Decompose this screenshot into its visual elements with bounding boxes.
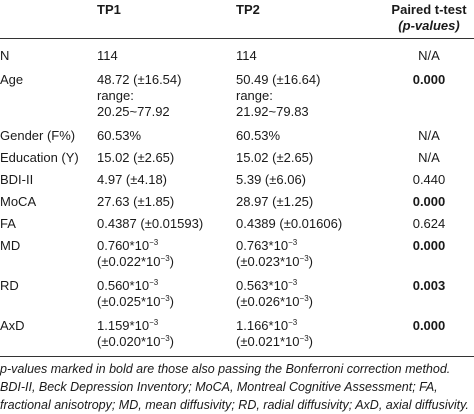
tp1-cell: 27.63 (±1.85): [97, 194, 174, 210]
cell-line: 60.53%: [97, 128, 142, 143]
cell-line: 20.25~77.92: [97, 104, 170, 119]
cell-line: 1.159*10: [97, 318, 150, 333]
exponent: −3: [160, 334, 170, 343]
p-value: 0.000: [412, 318, 446, 333]
tp2-cell: 0.4389 (±0.01606): [236, 216, 342, 232]
exponent: −3: [299, 294, 309, 303]
row-label: N: [0, 48, 10, 63]
cell-line: (±0.026*10: [236, 294, 300, 309]
tp2-cell: 1.166*10−3 (±0.021*10−3): [236, 318, 313, 349]
tp1-cell: 1.159*10−3 (±0.020*10−3): [97, 318, 174, 349]
cell-line: 48.72 (±16.54): [97, 72, 182, 87]
p-value: N/A: [418, 150, 440, 165]
cell-line: 0.760*10: [97, 238, 150, 253]
p-value: 0.000: [412, 194, 446, 209]
cell-line: 1.166*10: [236, 318, 289, 333]
p-value: 0.000: [412, 238, 446, 253]
exponent: −3: [160, 294, 170, 303]
cell-line: 114: [97, 48, 118, 63]
row-label: Age: [0, 72, 24, 87]
tp1-cell: 0.760*10−3 (±0.022*10−3): [97, 238, 174, 269]
row-label: MD: [0, 238, 21, 253]
p-value: 0.003: [412, 278, 446, 293]
p-value: N/A: [418, 128, 440, 143]
row-label: FA: [0, 216, 16, 231]
cell-line: range:: [97, 88, 134, 103]
p-value: 0.624: [412, 216, 446, 231]
tp1-cell: 4.97 (±4.18): [97, 172, 167, 188]
cell-line: 60.53%: [236, 128, 281, 143]
cell-line: 5.39 (±6.06): [236, 172, 307, 187]
header-rule: [0, 38, 474, 39]
cell-line: 114: [236, 48, 257, 63]
row-label: AxD: [0, 318, 25, 333]
cell-line: 0.4387 (±0.01593): [97, 216, 204, 231]
tp1-cell: 0.4387 (±0.01593): [97, 216, 203, 232]
tp2-cell: 114: [236, 48, 257, 64]
table-header: TP1 TP2 Paired t-test (p-values): [0, 0, 474, 40]
cell-line: (±0.025*10: [97, 294, 161, 309]
footnote-line-2: BDI-II, Beck Depression Inventory; MoCA,…: [0, 380, 438, 394]
cell-line: 27.63 (±1.85): [97, 194, 175, 209]
row-label: Gender (F%): [0, 128, 76, 143]
cell-line: 0.563*10: [236, 278, 289, 293]
header-ptest-line2: (p-values): [398, 18, 460, 33]
row-label: MoCA: [0, 194, 37, 209]
exponent: −3: [160, 254, 170, 263]
p-value: N/A: [418, 48, 440, 63]
tp2-cell: 60.53%: [236, 128, 280, 144]
tp2-cell: 15.02 (±2.65): [236, 150, 313, 166]
tp1-cell: 15.02 (±2.65): [97, 150, 174, 166]
exponent: −3: [149, 238, 159, 247]
tp1-cell: 60.53%: [97, 128, 141, 144]
cell-line: 0.4389 (±0.01606): [236, 216, 343, 231]
cell-line: range:: [236, 88, 273, 103]
tp1-cell: 0.560*10−3 (±0.025*10−3): [97, 278, 174, 309]
tp2-cell: 50.49 (±16.64) range: 21.92~79.83: [236, 72, 320, 120]
row-label: BDI-II: [0, 172, 34, 187]
cell-line: 0.560*10: [97, 278, 150, 293]
exponent: −3: [149, 278, 159, 287]
row-label: Education (Y): [0, 150, 79, 165]
row-label: RD: [0, 278, 19, 293]
bottom-rule: [0, 356, 474, 357]
exponent: −3: [299, 334, 309, 343]
cell-line: (±0.021*10: [236, 334, 300, 349]
cell-line: (±0.022*10: [97, 254, 161, 269]
header-paired-ttest: Paired t-test (p-values): [386, 2, 472, 34]
exponent: −3: [288, 238, 298, 247]
exponent: −3: [299, 254, 309, 263]
tp2-cell: 0.563*10−3 (±0.026*10−3): [236, 278, 313, 309]
tp1-cell: 114: [97, 48, 118, 64]
p-value: 0.000: [412, 72, 446, 87]
p-value: 0.440: [412, 172, 446, 187]
tp2-cell: 0.763*10−3 (±0.023*10−3): [236, 238, 313, 269]
exponent: −3: [149, 318, 159, 327]
cell-line: 4.97 (±4.18): [97, 172, 168, 187]
tp2-cell: 28.97 (±1.25): [236, 194, 313, 210]
cell-line: 28.97 (±1.25): [236, 194, 314, 209]
cell-line: 21.92~79.83: [236, 104, 309, 119]
footnote-line-1: p-values marked in bold are those also p…: [0, 362, 451, 376]
footnote-line-3: fractional anisotropy; MD, mean diffusiv…: [0, 398, 469, 412]
header-ptest-line1: Paired t-test: [391, 2, 467, 17]
cell-line: (±0.020*10: [97, 334, 161, 349]
cell-line: 50.49 (±16.64): [236, 72, 321, 87]
cell-line: 15.02 (±2.65): [97, 150, 175, 165]
tp2-cell: 5.39 (±6.06): [236, 172, 306, 188]
cell-line: 15.02 (±2.65): [236, 150, 314, 165]
header-tp1: TP1: [97, 2, 121, 17]
cell-line: (±0.023*10: [236, 254, 300, 269]
exponent: −3: [288, 318, 298, 327]
header-tp2: TP2: [236, 2, 260, 17]
cell-line: 0.763*10: [236, 238, 289, 253]
tp1-cell: 48.72 (±16.54) range: 20.25~77.92: [97, 72, 181, 120]
exponent: −3: [288, 278, 298, 287]
